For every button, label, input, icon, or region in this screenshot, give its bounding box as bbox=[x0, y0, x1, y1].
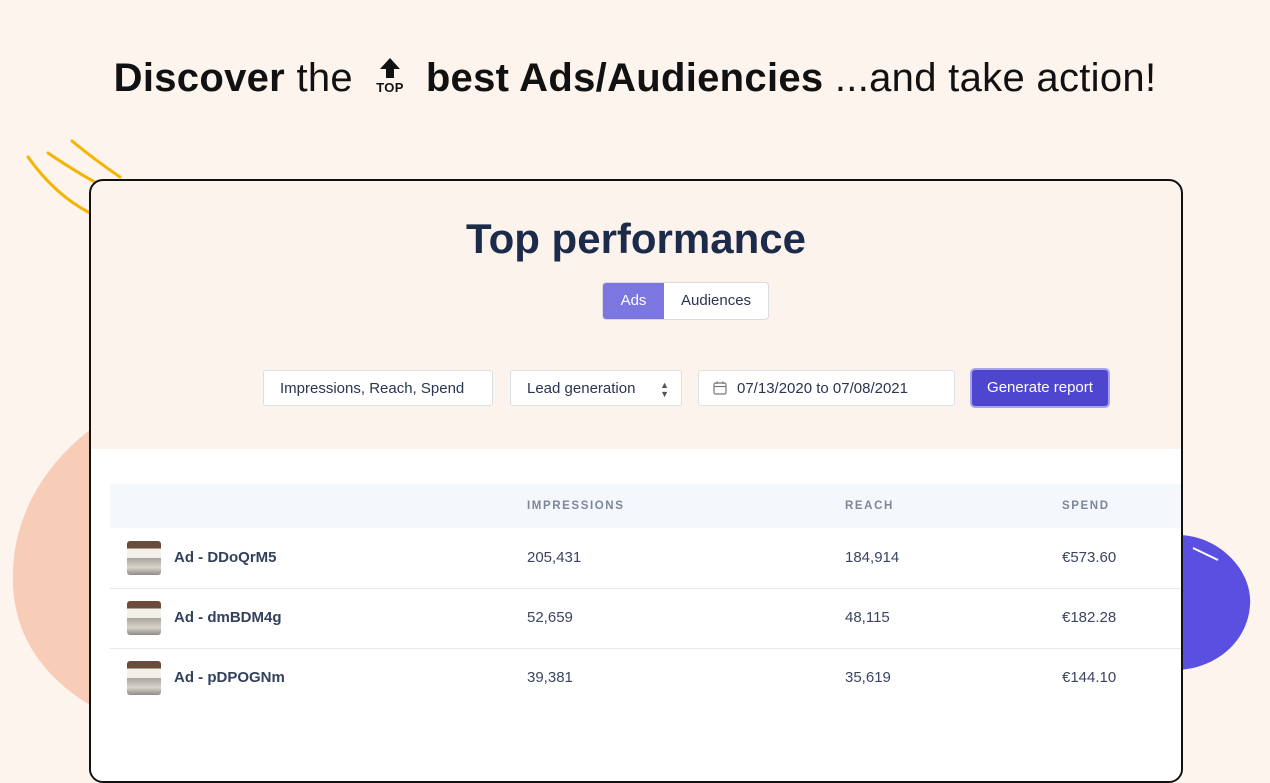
impressions-value: 39,381 bbox=[527, 669, 573, 686]
ad-name[interactable]: Ad - pDPOGNm bbox=[174, 669, 285, 686]
impressions-value: 205,431 bbox=[527, 549, 582, 566]
table-header: IMPRESSIONS REACH SPEND bbox=[110, 484, 1181, 528]
column-spend: SPEND bbox=[1062, 500, 1110, 512]
column-reach: REACH bbox=[845, 500, 894, 512]
top-icon-label: TOP bbox=[377, 80, 404, 94]
sort-arrows-icon: ▲ ▼ bbox=[660, 380, 669, 399]
ad-thumbnail bbox=[127, 661, 161, 695]
purple-blob-decoration bbox=[1178, 535, 1251, 670]
ad-thumbnail bbox=[127, 541, 161, 575]
ad-thumbnail bbox=[127, 601, 161, 635]
impressions-value: 52,659 bbox=[527, 609, 573, 626]
objective-select-value: Lead generation bbox=[527, 380, 636, 397]
headline-best-ads: best Ads/Audiencies bbox=[425, 56, 824, 100]
spend-value: €573.60 bbox=[1062, 549, 1117, 566]
peach-blob-decoration bbox=[12, 430, 100, 705]
results-panel: IMPRESSIONS REACH SPEND Ad - DDoQrM5 205… bbox=[91, 449, 1181, 781]
calendar-icon bbox=[713, 381, 727, 395]
objective-select[interactable]: Lead generation ▲ ▼ bbox=[510, 370, 682, 406]
table-row[interactable]: Ad - DDoQrM5 205,431 184,914 €573.60 bbox=[110, 528, 1181, 589]
headline-take-action: ...and take action! bbox=[834, 56, 1157, 100]
table-row[interactable]: Ad - pDPOGNm 39,381 35,619 €144.10 bbox=[110, 648, 1181, 708]
spend-value: €144.10 bbox=[1062, 669, 1117, 686]
reach-value: 184,914 bbox=[845, 549, 900, 566]
top-arrow-icon: TOP bbox=[374, 56, 406, 104]
spend-value: €182.28 bbox=[1062, 609, 1117, 626]
column-impressions: IMPRESSIONS bbox=[527, 500, 625, 512]
reach-value: 48,115 bbox=[845, 609, 890, 626]
date-range-value: 07/13/2020 to 07/08/2021 bbox=[737, 380, 908, 397]
date-range-input[interactable]: 07/13/2020 to 07/08/2021 bbox=[698, 370, 955, 406]
tab-ads[interactable]: Ads bbox=[603, 283, 664, 319]
tab-audiences[interactable]: Audiences bbox=[681, 292, 752, 309]
headline: Discover the TOP best Ads/Audiencies ...… bbox=[0, 56, 1270, 104]
ad-name[interactable]: Ad - dmBDM4g bbox=[174, 609, 282, 626]
page-title: Top performance bbox=[466, 215, 806, 262]
metrics-select[interactable]: Impressions, Reach, Spend bbox=[263, 370, 493, 406]
report-window: Top performance Ads Audiences Impression… bbox=[89, 179, 1183, 783]
generate-report-button[interactable]: Generate report bbox=[970, 368, 1110, 408]
reach-value: 35,619 bbox=[845, 669, 891, 686]
headline-the: the bbox=[296, 56, 353, 100]
ad-name[interactable]: Ad - DDoQrM5 bbox=[174, 549, 277, 566]
headline-discover: Discover bbox=[113, 56, 286, 100]
view-toggle: Ads Audiences bbox=[602, 282, 770, 320]
table-row[interactable]: Ad - dmBDM4g 52,659 48,115 €182.28 bbox=[110, 588, 1181, 649]
